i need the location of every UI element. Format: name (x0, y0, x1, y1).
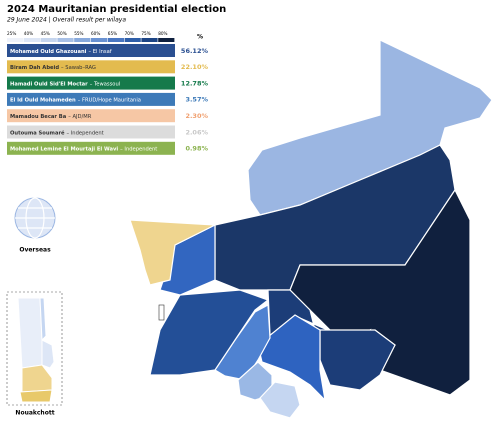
candidate-list: Mohamed Ould Ghazouani – El Insaf 56.12% Bi… (7, 44, 208, 155)
candidate-party: – AJD/MR (68, 114, 92, 120)
region (259, 381, 301, 419)
candidate-label: Hamadi Ould Sid'El Moctar – Tewassoul (10, 81, 120, 87)
scale-swatch (91, 38, 108, 42)
candidate-result: 22.10% (181, 63, 209, 71)
scale-label: 45% (41, 31, 50, 36)
region (319, 329, 396, 391)
region (257, 314, 326, 402)
subtitle: 29 June 2024 | Overall result per wilaya (7, 17, 126, 24)
candidate-name: Outouma Soumaré (10, 129, 65, 136)
scale-swatch (7, 38, 24, 42)
scale-swatch (158, 38, 175, 42)
scale-label: 50% (57, 31, 66, 36)
candidate-name: Biram Dah Abeid (10, 65, 59, 71)
candidate-bar (7, 125, 175, 139)
candidate-label: Mohamed Lemine El Mourtaji El Wavi – Inde… (10, 146, 157, 152)
scale-swatch (23, 38, 40, 42)
scale-swatch (40, 38, 57, 42)
scale-label: 75% (141, 31, 150, 36)
color-scale: 25% 40% 45% 50% 55% 60% 65% 70% 75% 80% (7, 31, 175, 42)
candidate-name: Mamadou Becar Ba (10, 114, 67, 120)
nouakchott-label: Nouakchott (15, 410, 54, 417)
candidate-party: – Tewassoul (90, 81, 120, 87)
candidate-bar (7, 141, 175, 155)
scale-swatch (141, 38, 158, 42)
scale-label: 55% (74, 31, 83, 36)
candidate-result: 0.98% (185, 145, 208, 153)
nouakchott-inset: Nouakchott (6, 291, 63, 417)
candidate-label: Outouma Soumaré – Independent (10, 129, 104, 136)
candidate-bar (7, 60, 175, 74)
region (129, 219, 218, 286)
scale-label: 80% (158, 31, 167, 36)
candidate-bar (7, 92, 175, 106)
nouakchott-marker (158, 304, 165, 321)
scale-swatch (107, 38, 124, 42)
scale-swatch (57, 38, 74, 42)
scale-label: 25% (7, 31, 16, 36)
candidate-label: Biram Dah Abeid – Sawab–RAG (10, 65, 96, 71)
candidate-party: – Sawab–RAG (61, 65, 96, 71)
candidate-bar (7, 76, 175, 90)
scale-swatch (124, 38, 141, 42)
candidate-party: – Independent (67, 130, 104, 136)
map (129, 39, 493, 419)
candidate-name: Mohamed Lemine El Mourtaji El Wavi (10, 146, 118, 152)
percent-header: % (197, 34, 203, 41)
candidate-result: 2.06% (185, 128, 208, 136)
title: 2024 Mauritanian presidential election (7, 4, 226, 15)
candidate-name: El Id Ould Mohameden (10, 97, 76, 103)
candidate-party: – FRUD/Hope Mauritania (78, 97, 141, 103)
scale-label: 65% (108, 31, 117, 36)
candidate-bar (7, 109, 175, 123)
candidate-party: – Independent (120, 146, 157, 152)
scale-swatch (74, 38, 91, 42)
candidate-label: Mamadou Becar Ba – AJD/MR (10, 114, 92, 120)
candidate-party: – El Insaf (88, 48, 111, 54)
candidate-result: 2.30% (185, 112, 208, 120)
scale-label: 40% (24, 31, 33, 36)
region (149, 289, 270, 376)
overseas-label: Overseas (19, 247, 51, 254)
candidate-label: Mohamed Ould Ghazouani – El Insaf (10, 48, 112, 54)
candidate-result: 56.12% (181, 47, 209, 55)
scale-label: 60% (91, 31, 100, 36)
candidate-name: Hamadi Ould Sid'El Moctar (10, 81, 88, 87)
overseas: Overseas (14, 197, 56, 254)
candidate-name: Mohamed Ould Ghazouani (10, 48, 87, 54)
candidate-result: 3.57% (185, 96, 208, 104)
scale-label: 70% (125, 31, 134, 36)
candidate-label: El Id Ould Mohameden – FRUD/Hope Mauritan… (10, 97, 141, 103)
candidate-bar (7, 44, 175, 57)
candidate-result: 12.78% (181, 79, 209, 87)
